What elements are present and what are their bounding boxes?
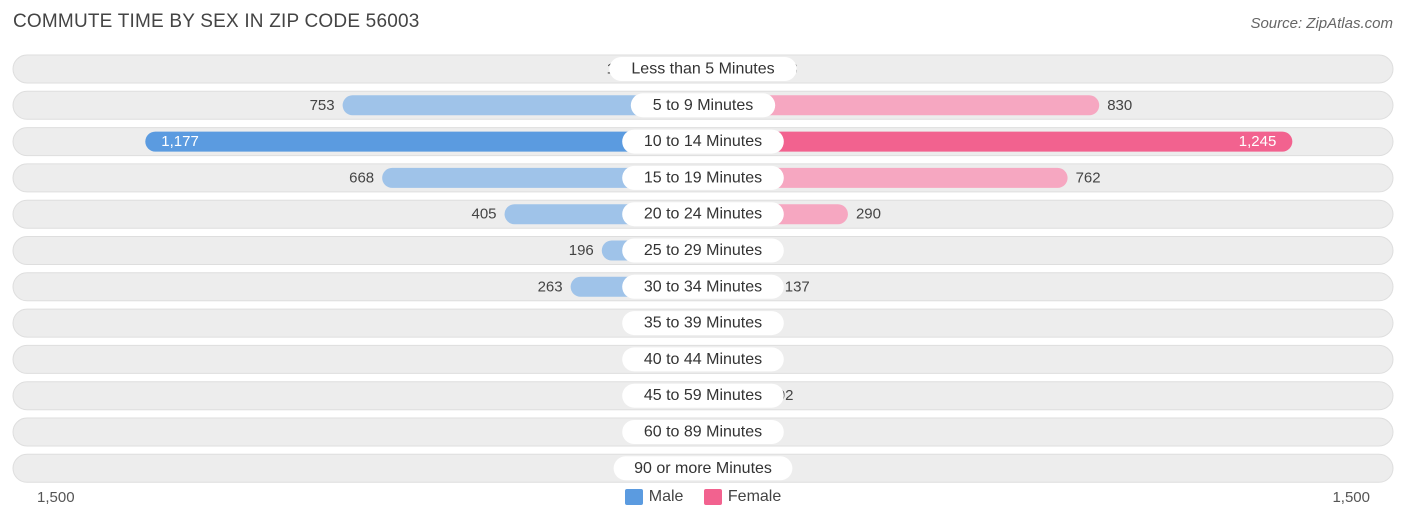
- category-pill: [622, 165, 784, 190]
- category-label: 30 to 34 Minutes: [644, 278, 762, 295]
- axis-label-right: 1,500: [1332, 489, 1370, 506]
- value-label-female: 290: [856, 206, 881, 223]
- legend-label-male: Male: [648, 488, 684, 505]
- legend-item-female[interactable]: Female: [703, 488, 782, 506]
- category-label: 45 to 59 Minutes: [644, 387, 762, 404]
- category-label: 10 to 14 Minutes: [644, 133, 762, 150]
- legend: Male Female: [0, 488, 1406, 510]
- legend-label-female: Female: [727, 488, 782, 505]
- chart-title: COMMUTE TIME BY SEX IN ZIP CODE 56003: [13, 11, 420, 32]
- category-pill: [622, 311, 784, 336]
- category-label: 35 to 39 Minutes: [644, 315, 762, 332]
- category-pill: [630, 93, 776, 118]
- category-pill: [622, 238, 784, 263]
- category-label: 20 to 24 Minutes: [644, 206, 762, 223]
- legend-swatch-female: [703, 489, 722, 505]
- category-label: Less than 5 Minutes: [631, 61, 774, 78]
- category-pill: [622, 202, 784, 227]
- legend-swatch-male: [624, 489, 643, 505]
- value-label-male: 196: [569, 242, 594, 259]
- bar-female: [703, 167, 1068, 188]
- value-label-male: 1,177: [161, 133, 199, 150]
- axis-label-left: 1,500: [37, 489, 75, 506]
- category-pill: [622, 420, 784, 444]
- bar-female: [703, 95, 1100, 116]
- category-pill: [622, 129, 784, 154]
- category-label: 40 to 44 Minutes: [644, 351, 762, 368]
- source-note: Source: ZipAtlas.com: [1250, 15, 1393, 32]
- value-label-male: 263: [538, 278, 563, 295]
- bar-male: [342, 95, 703, 116]
- legend-item-male[interactable]: Male: [624, 488, 684, 506]
- category-label: 60 to 89 Minutes: [644, 424, 762, 441]
- category-label: 15 to 19 Minutes: [644, 169, 762, 186]
- value-label-male: 668: [349, 169, 374, 186]
- category-pill: [622, 383, 784, 408]
- value-label-female: 830: [1107, 97, 1132, 114]
- category-pill: [609, 57, 797, 81]
- category-label: 90 or more Minutes: [634, 460, 772, 477]
- category-pill: [613, 456, 793, 481]
- value-label-male: 753: [310, 97, 335, 114]
- value-label-male: 405: [472, 206, 497, 223]
- bar-male: [145, 131, 703, 152]
- category-label: 5 to 9 Minutes: [653, 97, 754, 114]
- value-label-female: 1,245: [1239, 133, 1277, 150]
- value-label-female: 762: [1076, 169, 1101, 186]
- category-pill: [622, 274, 784, 299]
- bar-male: [382, 167, 703, 188]
- value-label-female: 137: [785, 278, 810, 295]
- bar-female: [703, 131, 1293, 152]
- category-pill: [622, 347, 784, 372]
- category-label: 25 to 29 Minutes: [644, 242, 762, 259]
